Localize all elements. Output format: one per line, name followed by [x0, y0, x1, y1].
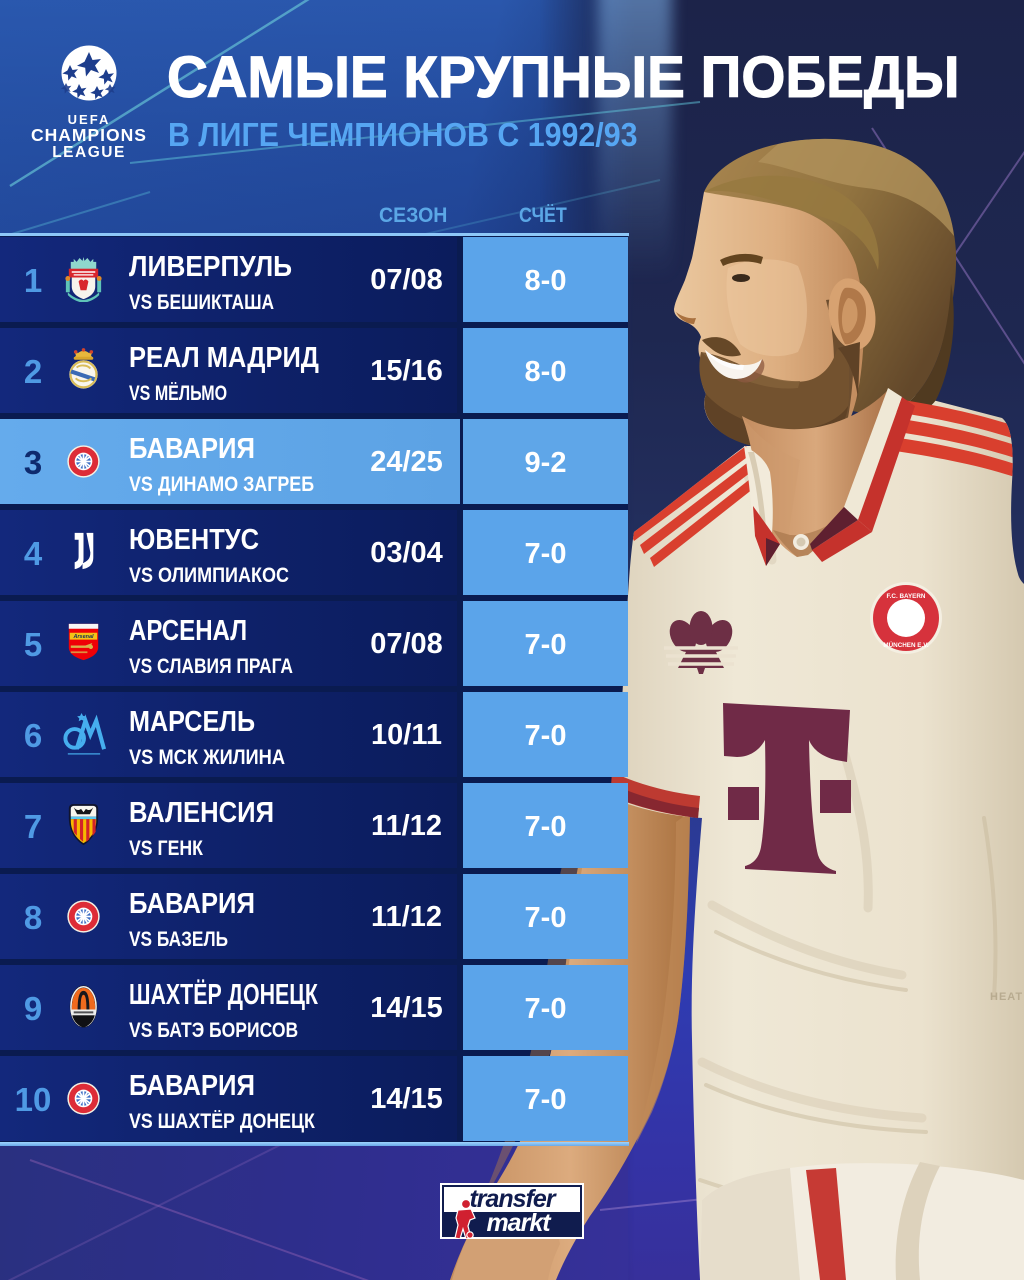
svg-text:MÜNCHEN E.V.: MÜNCHEN E.V. — [883, 640, 929, 649]
svg-text:CHAMPIONS: CHAMPIONS — [31, 125, 147, 145]
svg-text:UEFA: UEFA — [68, 112, 111, 127]
svg-text:HEAT: HEAT — [990, 991, 1023, 1003]
svg-text:F.C. BAYERN: F.C. BAYERN — [887, 593, 926, 600]
svg-text:LEAGUE: LEAGUE — [52, 144, 126, 160]
svg-text:Arsenal: Arsenal — [72, 634, 94, 640]
